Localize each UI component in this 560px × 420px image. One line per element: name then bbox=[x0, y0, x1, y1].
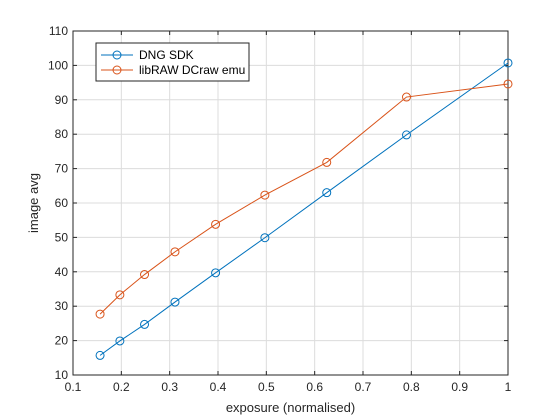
data-point bbox=[503, 58, 513, 68]
y-tick-label: 40 bbox=[55, 265, 69, 279]
data-point bbox=[115, 290, 125, 300]
x-axis-title: exposure (normalised) bbox=[226, 400, 355, 415]
data-point bbox=[170, 297, 180, 307]
legend-box bbox=[95, 42, 250, 82]
y-axis-title: image avg bbox=[26, 173, 41, 233]
series-0 bbox=[95, 58, 513, 360]
legend-entry: DNG SDK bbox=[101, 48, 194, 62]
legend-label: libRAW DCraw emu bbox=[139, 63, 245, 77]
x-tick-label: 1 bbox=[505, 380, 512, 394]
x-tick-label: 0.1 bbox=[65, 380, 82, 394]
x-tick-label: 0.6 bbox=[306, 380, 323, 394]
data-point bbox=[322, 188, 332, 198]
data-point bbox=[402, 130, 411, 140]
y-tick-label: 90 bbox=[55, 93, 69, 107]
data-point bbox=[402, 92, 411, 102]
series-line bbox=[99, 83, 509, 315]
legend-label: DNG SDK bbox=[139, 48, 194, 62]
axis-ticks: 0.1 0.2 0.3 0.4 0.5 0.6 0.7 0.8 0.9 1102030405060… bbox=[48, 24, 512, 394]
legend-marker bbox=[112, 65, 122, 75]
x-tick-label: 0.8 bbox=[403, 380, 420, 394]
data-point bbox=[260, 190, 270, 200]
series-1 bbox=[95, 79, 513, 319]
y-tick-label: 30 bbox=[55, 299, 69, 313]
data-point bbox=[95, 309, 105, 319]
data-point bbox=[95, 350, 105, 360]
data-point bbox=[503, 79, 513, 89]
data-point bbox=[140, 270, 150, 280]
grid-lines bbox=[72, 30, 509, 376]
legend-entry: libRAW DCraw emu bbox=[101, 63, 245, 77]
y-tick-label: 20 bbox=[55, 334, 69, 348]
y-tick-label: 60 bbox=[55, 196, 69, 210]
data-point bbox=[115, 336, 125, 346]
x-tick-label: 0.2 bbox=[113, 380, 130, 394]
data-point bbox=[260, 233, 270, 243]
y-tick-label: 80 bbox=[55, 127, 69, 141]
y-tick-label: 70 bbox=[55, 162, 69, 176]
y-tick-label: 10 bbox=[55, 368, 69, 382]
data-point bbox=[322, 157, 332, 167]
x-tick-label: 0.3 bbox=[161, 380, 178, 394]
x-tick-label: 0.5 bbox=[258, 380, 275, 394]
y-tick-label: 50 bbox=[55, 230, 69, 244]
data-point bbox=[170, 247, 180, 257]
series-group bbox=[95, 58, 513, 360]
legend-marker bbox=[112, 50, 122, 60]
data-point bbox=[211, 268, 221, 278]
x-tick-label: 0.7 bbox=[355, 380, 372, 394]
y-tick-label: 100 bbox=[48, 58, 68, 72]
data-point bbox=[140, 319, 150, 329]
data-point bbox=[211, 219, 221, 229]
x-tick-label: 0.9 bbox=[451, 380, 468, 394]
x-tick-label: 0.4 bbox=[210, 380, 227, 394]
y-tick-label: 110 bbox=[49, 24, 68, 38]
series-line bbox=[99, 62, 509, 356]
